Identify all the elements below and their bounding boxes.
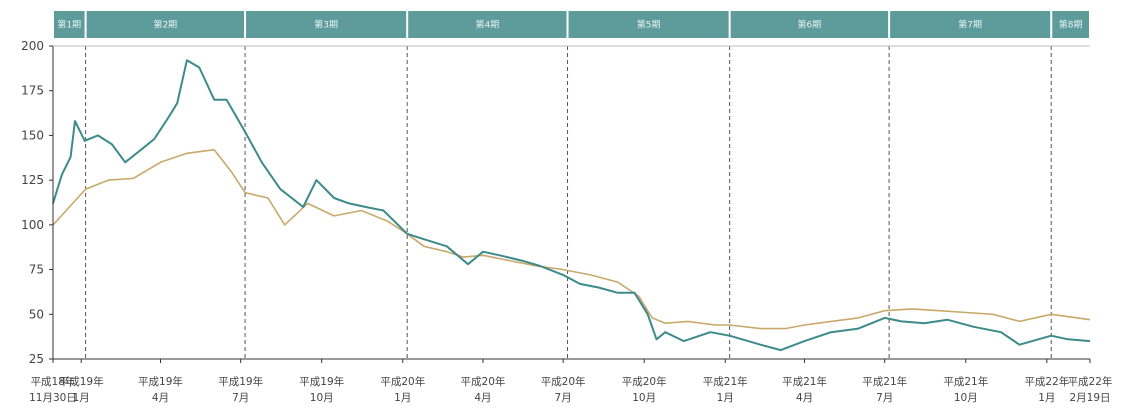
- y-tick-label: 100: [21, 218, 44, 232]
- x-tick-label-month: 1月: [717, 392, 734, 404]
- x-tick-label-year: 平成20年: [622, 375, 667, 388]
- period-label: 第6期: [798, 19, 822, 31]
- y-tick-label: 200: [21, 39, 44, 53]
- x-tick-label-month: 7月: [555, 392, 572, 404]
- period-label: 第3期: [314, 19, 338, 31]
- x-tick-label-month: 10月: [310, 392, 334, 404]
- period-band: [890, 11, 1051, 38]
- series-line-secondary: [52, 148, 1091, 330]
- y-tick-label: 25: [29, 352, 44, 366]
- period-label: 第1期: [57, 19, 81, 31]
- x-tick-label-year: 平成21年: [782, 375, 827, 388]
- y-tick-label: 150: [21, 128, 44, 142]
- x-tick-label-year: 平成19年: [218, 375, 263, 388]
- period-label: 第8期: [1059, 19, 1083, 31]
- x-tick-label-month: 7月: [876, 392, 893, 404]
- period-band: [568, 11, 729, 38]
- x-tick-label-month: 4月: [796, 392, 813, 404]
- x-tick-label-year: 平成21年: [862, 375, 907, 388]
- x-tick-label-month: 4月: [152, 392, 169, 404]
- y-tick-label: 125: [21, 173, 44, 187]
- x-tick-label-year: 平成21年: [703, 375, 748, 388]
- period-label: 第5期: [637, 19, 661, 31]
- x-tick-label-year: 平成20年: [461, 375, 506, 388]
- period-band: [730, 11, 889, 38]
- x-axis-ticks: 平成18年 11月30日 平成19年 1月 平成19年 4月 平成19年 7月 平成19年 10月…: [29, 359, 1112, 404]
- x-tick-label-month: 7月: [232, 392, 249, 404]
- x-tick-label-year: 平成18年: [31, 375, 76, 388]
- x-tick-label-month: 4月: [474, 392, 491, 404]
- x-tick-label-month: 10月: [954, 392, 978, 404]
- x-tick-label-year: 平成20年: [380, 375, 425, 388]
- period-dividers: [85, 46, 1052, 359]
- period-label: 第2期: [153, 19, 177, 31]
- period-label: 第7期: [958, 19, 982, 31]
- x-tick-label-year: 平成19年: [138, 375, 183, 388]
- x-tick-label-year: 平成22年: [1024, 375, 1069, 388]
- y-axis-ticks: 25 50 75 100 125 150 175 200: [21, 39, 53, 366]
- x-tick-label-month: 1月: [394, 392, 411, 404]
- period-band: [86, 11, 245, 38]
- period-band: [408, 11, 567, 38]
- period-band: [246, 11, 407, 38]
- x-tick-label-month: 11月30日: [29, 392, 77, 404]
- x-tick-label-year: 平成21年: [943, 375, 988, 388]
- x-tick-label-month: 2月19日: [1069, 392, 1110, 404]
- period-band: [54, 11, 85, 38]
- period-label: 第4期: [475, 19, 499, 31]
- period-band-row: 第1期 第2期 第3期 第4期 第5期 第6期 第7期 第8期: [54, 11, 1089, 38]
- series-line-primary: [52, 59, 1091, 352]
- y-tick-label: 175: [21, 84, 44, 98]
- x-tick-label-month: 10月: [632, 392, 656, 404]
- x-tick-label-month: 1月: [73, 392, 90, 404]
- series-lines: [52, 59, 1091, 352]
- x-tick-label-year: 平成19年: [59, 375, 104, 388]
- x-tick-label-month: 1月: [1038, 392, 1055, 404]
- x-tick-label-year: 平成20年: [541, 375, 586, 388]
- x-tick-label-year: 平成22年: [1068, 375, 1113, 388]
- y-tick-label: 75: [29, 263, 44, 277]
- y-tick-label: 50: [29, 307, 44, 321]
- x-tick-label-year: 平成19年: [299, 375, 344, 388]
- period-band: [1052, 11, 1089, 38]
